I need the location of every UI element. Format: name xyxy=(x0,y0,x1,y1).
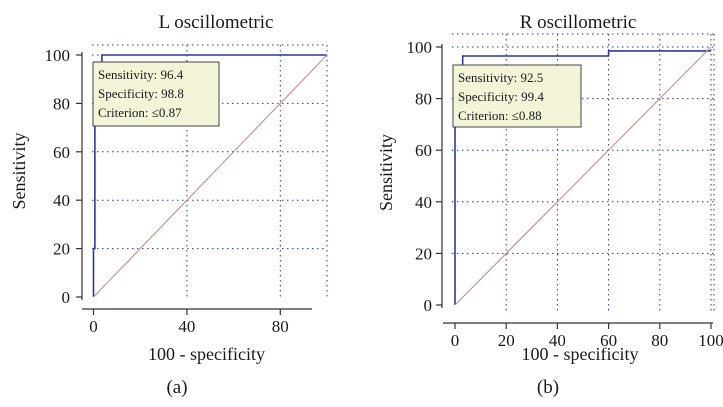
chart-panel-right: R oscillometric 0 20 40 60 80 100 0 20 40 60 80 100 S… xyxy=(376,12,723,364)
y-tick-label: 80 xyxy=(415,90,432,109)
chart-title: L oscillometric xyxy=(159,12,274,33)
annotation-box: Sensitivity: 92.5 Specificity: 99.4 Criter… xyxy=(452,64,582,128)
panel-label-a: (a) xyxy=(166,377,187,398)
x-tick-label: 40 xyxy=(178,317,195,336)
y-tick-label: 40 xyxy=(415,193,432,212)
x-tick-label: 60 xyxy=(600,331,617,350)
x-axis-label: 100 - specificity xyxy=(148,344,265,364)
annotation-line: Criterion: ≤0.87 xyxy=(98,105,182,120)
y-tick-label: 0 xyxy=(424,296,433,315)
annotation-background xyxy=(452,64,582,128)
y-tick-label: 80 xyxy=(53,94,70,113)
chart-title: R oscillometric xyxy=(520,12,637,33)
reference-diagonal xyxy=(93,54,328,298)
y-tick-label: 100 xyxy=(45,46,71,65)
y-tick-label: 0 xyxy=(62,288,71,307)
x-tick-label: 0 xyxy=(89,317,98,336)
annotation-line: Specificity: 98.8 xyxy=(98,86,184,101)
annotation-background xyxy=(92,61,220,127)
y-axis-label: Sensitivity xyxy=(9,132,29,209)
annotation-line: Sensitivity: 92.5 xyxy=(458,70,543,85)
y-tick-label: 100 xyxy=(407,38,433,57)
x-tick-label: 0 xyxy=(451,331,460,350)
y-tick-label: 60 xyxy=(415,141,432,160)
y-tick-label: 20 xyxy=(415,244,432,263)
x-tick-label: 20 xyxy=(498,331,515,350)
annotation-line: Sensitivity: 96.4 xyxy=(98,67,184,82)
y-tick-label: 20 xyxy=(53,240,70,259)
panel-label-b: (b) xyxy=(537,377,559,398)
x-tick-label: 80 xyxy=(651,331,668,350)
annotation-line: Specificity: 99.4 xyxy=(458,89,544,104)
chart-panel-left: L oscillometric 0 20 40 60 80 100 0 40 80 Sensitiv… xyxy=(9,12,328,364)
y-axis-label: Sensitivity xyxy=(376,134,396,211)
x-tick-label: 100 xyxy=(698,331,723,350)
x-tick-label: 80 xyxy=(272,317,289,336)
reference-diagonal xyxy=(454,46,712,306)
x-axis-label: 100 - specificity xyxy=(522,344,639,364)
annotation-line: Criterion: ≤0.88 xyxy=(458,108,542,123)
x-tick-label: 40 xyxy=(549,331,566,350)
annotation-box: Sensitivity: 96.4 Specificity: 98.8 Criter… xyxy=(92,61,220,127)
y-tick-label: 40 xyxy=(53,191,70,210)
y-tick-label: 60 xyxy=(53,143,70,162)
